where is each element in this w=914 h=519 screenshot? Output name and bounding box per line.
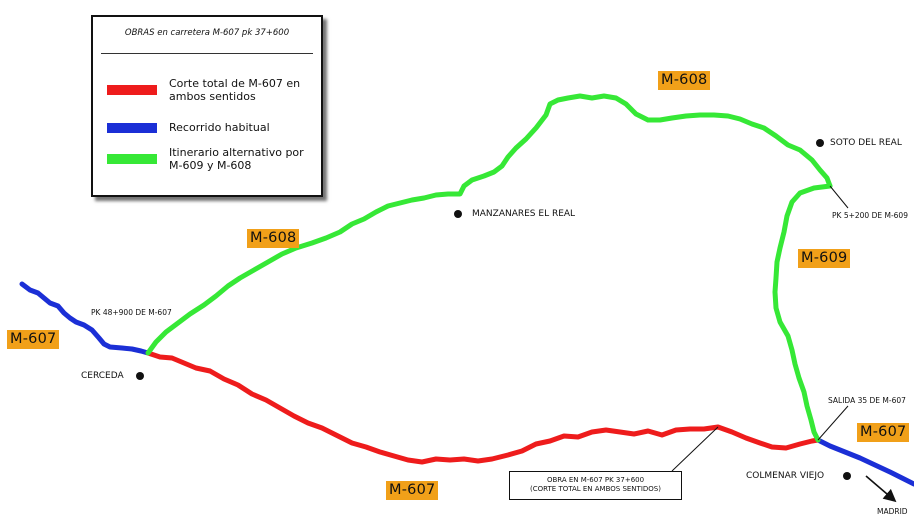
salida-35-label: SALIDA 35 DE M-607	[828, 396, 906, 405]
callout-line1: OBRA EN M-607 PK 37+600	[546, 476, 645, 484]
road-badge-m609: M-609	[798, 249, 851, 268]
road-badge-m607-left: M-607	[7, 330, 60, 349]
legend-title: OBRAS en carretera M-607 pk 37+600	[124, 28, 290, 38]
legend-swatch-usual	[107, 123, 157, 133]
legend-label-alternative: Itinerario alternativo por M-609 y M-608	[169, 146, 304, 172]
road-badge-m608-left: M-608	[247, 229, 300, 248]
madrid-arrow-icon	[865, 475, 897, 503]
closed-route	[145, 350, 821, 465]
place-manzanares: MANZANARES EL REAL	[472, 209, 576, 219]
legend-swatch-closed	[107, 85, 157, 95]
pk-5-label: PK 5+200 DE M-609	[832, 211, 908, 220]
place-madrid: MADRID	[877, 507, 908, 516]
works-callout: OBRA EN M-607 PK 37+600 (CORTE TOTAL EN …	[509, 471, 682, 500]
place-soto: SOTO DEL REAL	[830, 138, 902, 148]
usual-route-left	[19, 281, 151, 356]
alternative-route-m609	[772, 183, 833, 443]
place-cerceda: CERCEDA	[81, 371, 124, 381]
manzanares-dot-icon	[454, 210, 462, 218]
soto-dot-icon	[816, 139, 824, 147]
pk-48-label: PK 48+900 DE M-607	[91, 308, 172, 317]
road-badge-m607-right: M-607	[857, 423, 910, 442]
road-badge-m608-top: M-608	[658, 71, 711, 90]
pk5-leader	[829, 185, 849, 209]
legend-divider	[101, 53, 313, 54]
callout-line2: (CORTE TOTAL EN AMBOS SENTIDOS)	[530, 485, 661, 493]
salida35-leader	[817, 405, 849, 441]
obra-leader	[671, 426, 719, 472]
map-legend: OBRAS en carretera M-607 pk 37+600 Corte…	[91, 15, 323, 197]
legend-label-usual: Recorrido habitual	[169, 121, 270, 134]
legend-label-closed: Corte total de M-607 en ambos sentidos	[169, 77, 301, 103]
road-badge-m607-bottom: M-607	[386, 481, 439, 500]
usual-route-right	[815, 437, 914, 487]
cerceda-dot-icon	[136, 372, 144, 380]
colmenar-dot-icon	[843, 472, 851, 480]
legend-swatch-alternative	[107, 154, 157, 164]
alternative-route-m608	[145, 93, 833, 356]
place-colmenar: COLMENAR VIEJO	[746, 471, 825, 481]
